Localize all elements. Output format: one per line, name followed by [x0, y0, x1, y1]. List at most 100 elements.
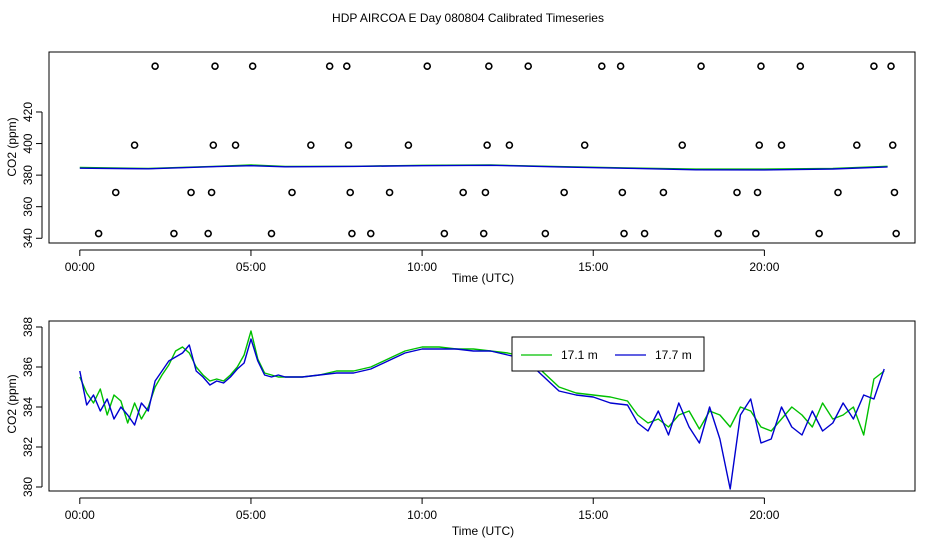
- top-y-axis-label: CO2 (ppm): [5, 117, 19, 176]
- calibration-point: [348, 229, 356, 238]
- bottom-x-axis: 00:00 05:00 10:00 15:00 20:00: [65, 497, 780, 522]
- calibration-point: [777, 141, 786, 149]
- calibration-point: [541, 229, 550, 238]
- y-tick-label: 382: [21, 437, 35, 457]
- bottom-y-axis: 380 382 384 386 388: [21, 317, 43, 497]
- top-x-axis: 00:00 05:00 10:00 15:00 20:00: [65, 249, 780, 274]
- calibration-point: [423, 62, 432, 71]
- bottom-series-lines: [79, 330, 885, 490]
- y-tick-label: 380: [21, 477, 35, 497]
- top-x-axis-label: Time (UTC): [452, 271, 514, 285]
- calibration-point: [757, 62, 765, 71]
- y-tick-label: 420: [21, 102, 35, 122]
- calibration-point: [187, 188, 195, 197]
- calibration-point: [366, 229, 375, 238]
- top-series-lines: [79, 164, 888, 171]
- calibration-point: [404, 141, 413, 149]
- legend: 17.1 m 17.7 m: [511, 336, 705, 372]
- calibration-point: [753, 188, 762, 197]
- calibration-point: [714, 229, 722, 238]
- calibration-point: [618, 188, 627, 197]
- calibration-point: [887, 62, 895, 71]
- calibration-point: [267, 229, 276, 238]
- calibration-point: [130, 141, 139, 149]
- calibration-point: [796, 62, 805, 71]
- calibration-point: [888, 141, 897, 149]
- top-calibration-points: [94, 62, 900, 238]
- calibration-point: [524, 62, 533, 71]
- calibration-point: [598, 62, 606, 71]
- calibration-point: [560, 188, 568, 197]
- calibration-point: [697, 62, 705, 71]
- calibration-point: [755, 141, 764, 149]
- x-tick-label: 20:00: [749, 508, 779, 522]
- calibration-point: [307, 141, 315, 149]
- legend-label-17-7m: 17.7 m: [655, 348, 692, 362]
- x-tick-label: 20:00: [749, 260, 779, 274]
- calibration-point: [248, 62, 257, 71]
- bottom-panel: 00:00 05:00 10:00 15:00 20:00 38038238438638…: [5, 317, 916, 538]
- calibration-point: [385, 188, 394, 197]
- y-tick-label: 384: [21, 397, 35, 417]
- bottom-x-axis-label: Time (UTC): [452, 524, 514, 538]
- series-line-17-7-m: [79, 338, 885, 490]
- calibration-point: [580, 141, 589, 149]
- calibration-point: [459, 188, 467, 197]
- y-tick-label: 400: [21, 133, 35, 153]
- top-y-axis: 340 360 380 400 420: [21, 102, 43, 248]
- calibration-point: [111, 188, 120, 197]
- calibration-point: [440, 229, 449, 238]
- calibration-point: [485, 62, 493, 71]
- top-plot-frame: [48, 51, 916, 244]
- series-line-1: [79, 164, 888, 171]
- bottom-plot-frame: [48, 320, 916, 492]
- calibration-point: [890, 188, 899, 197]
- calibration-point: [344, 141, 353, 149]
- calibration-point: [209, 141, 218, 149]
- bottom-y-axis-label: CO2 (ppm): [5, 374, 19, 433]
- x-tick-label: 05:00: [236, 508, 266, 522]
- calibration-point: [325, 62, 334, 71]
- calibration-point: [207, 188, 216, 197]
- calibration-point: [479, 229, 488, 238]
- calibration-point: [342, 62, 351, 71]
- calibration-point: [640, 229, 649, 238]
- legend-label-17-1m: 17.1 m: [561, 348, 598, 362]
- calibration-point: [620, 229, 628, 238]
- y-tick-label: 388: [21, 317, 35, 337]
- calibration-point: [170, 229, 178, 238]
- calibration-point: [204, 229, 212, 238]
- calibration-point: [733, 188, 741, 197]
- x-tick-label: 15:00: [578, 508, 608, 522]
- legend-box: [511, 336, 705, 372]
- calibration-point: [481, 188, 490, 197]
- calibration-point: [346, 188, 355, 197]
- calibration-point: [288, 188, 296, 197]
- calibration-point: [853, 141, 861, 149]
- calibration-point: [678, 141, 687, 149]
- calibration-point: [505, 141, 514, 149]
- series-line-17-1-m: [79, 330, 885, 436]
- y-tick-label: 380: [21, 165, 35, 185]
- y-tick-label: 340: [21, 228, 35, 248]
- calibration-point: [94, 229, 103, 238]
- x-tick-label: 00:00: [65, 260, 95, 274]
- calibration-point: [616, 62, 625, 71]
- x-tick-label: 10:00: [407, 508, 437, 522]
- y-tick-label: 386: [21, 357, 35, 377]
- calibration-point: [892, 229, 900, 238]
- calibration-point: [231, 141, 240, 149]
- chart-title: HDP AIRCOA E Day 080804 Calibrated Times…: [332, 11, 604, 25]
- calibration-point: [151, 62, 159, 71]
- x-tick-label: 00:00: [65, 508, 95, 522]
- calibration-point: [211, 62, 219, 71]
- calibration-point: [752, 229, 760, 238]
- y-tick-label: 360: [21, 196, 35, 216]
- calibration-point: [834, 188, 842, 197]
- x-tick-label: 05:00: [236, 260, 266, 274]
- top-panel: 00:00 05:00 10:00 15:00 20:00 340 360 380 400 42…: [5, 51, 916, 285]
- x-tick-label: 15:00: [578, 260, 608, 274]
- calibration-point: [483, 141, 491, 149]
- x-tick-label: 10:00: [407, 260, 437, 274]
